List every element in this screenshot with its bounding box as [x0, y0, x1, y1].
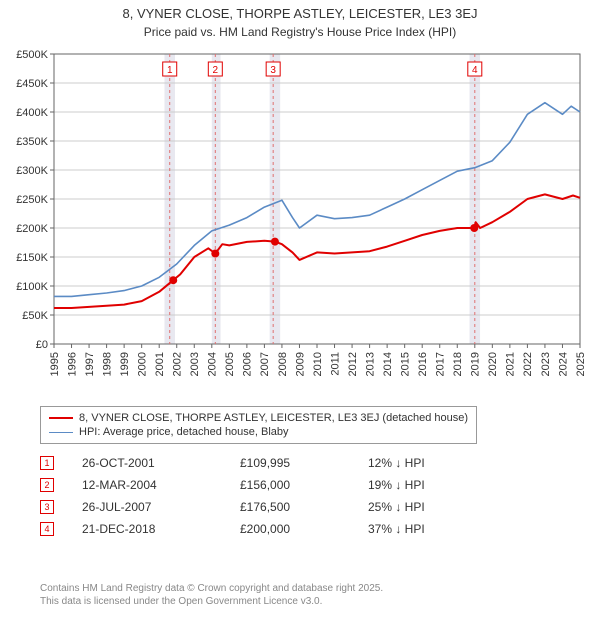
event-price: £176,500	[240, 500, 340, 514]
svg-text:2007: 2007	[259, 352, 271, 376]
svg-text:2010: 2010	[312, 352, 324, 376]
svg-text:2003: 2003	[189, 352, 201, 376]
event-row: 4 21-DEC-2018 £200,000 37% ↓ HPI	[40, 522, 478, 536]
event-row: 3 26-JUL-2007 £176,500 25% ↓ HPI	[40, 500, 478, 514]
svg-text:1998: 1998	[101, 352, 113, 376]
legend-row: 8, VYNER CLOSE, THORPE ASTLEY, LEICESTER…	[49, 411, 468, 425]
legend: 8, VYNER CLOSE, THORPE ASTLEY, LEICESTER…	[40, 406, 477, 444]
page-container: 8, VYNER CLOSE, THORPE ASTLEY, LEICESTER…	[0, 6, 600, 626]
svg-text:1995: 1995	[49, 352, 61, 376]
svg-text:2015: 2015	[400, 352, 412, 376]
event-price: £156,000	[240, 478, 340, 492]
events-table: 1 26-OCT-2001 £109,995 12% ↓ HPI 2 12-MAR-200…	[40, 456, 478, 544]
svg-text:2016: 2016	[417, 352, 429, 376]
chart-svg: £0 £50K £100K £150K £200K £250K £300K £350K £400…	[10, 50, 590, 380]
event-marker: 2	[40, 478, 54, 492]
svg-text:3: 3	[270, 65, 276, 76]
svg-text:£450K: £450K	[16, 78, 48, 90]
svg-text:2009: 2009	[294, 352, 306, 376]
svg-text:2001: 2001	[154, 352, 166, 376]
svg-text:2024: 2024	[557, 352, 569, 376]
svg-text:2002: 2002	[172, 352, 184, 376]
svg-text:2017: 2017	[435, 352, 447, 376]
chart-title-line2: Price paid vs. HM Land Registry's House …	[0, 25, 600, 39]
svg-text:2004: 2004	[207, 352, 219, 376]
svg-text:2021: 2021	[505, 352, 517, 376]
event-marker: 4	[40, 522, 54, 536]
svg-text:2022: 2022	[522, 352, 534, 376]
svg-text:£250K: £250K	[16, 194, 48, 206]
svg-text:£0: £0	[36, 339, 48, 351]
event-delta: 12% ↓ HPI	[368, 456, 478, 470]
svg-text:£400K: £400K	[16, 107, 48, 119]
svg-text:2025: 2025	[575, 352, 587, 376]
svg-text:1996: 1996	[66, 352, 78, 376]
legend-swatch	[49, 417, 73, 419]
event-date: 26-JUL-2007	[82, 500, 212, 514]
svg-text:2020: 2020	[487, 352, 499, 376]
event-delta: 25% ↓ HPI	[368, 500, 478, 514]
event-date: 12-MAR-2004	[82, 478, 212, 492]
svg-text:2005: 2005	[224, 352, 236, 376]
event-delta: 19% ↓ HPI	[368, 478, 478, 492]
svg-text:£200K: £200K	[16, 223, 48, 235]
event-marker: 3	[40, 500, 54, 514]
event-row: 2 12-MAR-2004 £156,000 19% ↓ HPI	[40, 478, 478, 492]
event-date: 21-DEC-2018	[82, 522, 212, 536]
event-price: £109,995	[240, 456, 340, 470]
legend-label: HPI: Average price, detached house, Blab…	[79, 426, 289, 438]
svg-text:2008: 2008	[277, 352, 289, 376]
chart-title-line1: 8, VYNER CLOSE, THORPE ASTLEY, LEICESTER…	[0, 6, 600, 23]
attribution-line1: Contains HM Land Registry data © Crown c…	[40, 582, 383, 595]
svg-text:2013: 2013	[364, 352, 376, 376]
svg-text:£100K: £100K	[16, 281, 48, 293]
svg-text:2011: 2011	[329, 352, 341, 376]
svg-text:2023: 2023	[540, 352, 552, 376]
attribution-line2: This data is licensed under the Open Gov…	[40, 595, 383, 608]
event-marker: 1	[40, 456, 54, 470]
svg-text:2000: 2000	[137, 352, 149, 376]
svg-text:£350K: £350K	[16, 136, 48, 148]
svg-text:£50K: £50K	[22, 310, 48, 322]
event-delta: 37% ↓ HPI	[368, 522, 478, 536]
event-date: 26-OCT-2001	[82, 456, 212, 470]
svg-text:1997: 1997	[84, 352, 96, 376]
svg-text:1: 1	[167, 65, 173, 76]
event-row: 1 26-OCT-2001 £109,995 12% ↓ HPI	[40, 456, 478, 470]
attribution: Contains HM Land Registry data © Crown c…	[40, 582, 383, 608]
svg-text:2012: 2012	[347, 352, 359, 376]
svg-text:2019: 2019	[470, 352, 482, 376]
svg-text:4: 4	[472, 65, 478, 76]
svg-text:2018: 2018	[452, 352, 464, 376]
legend-row: HPI: Average price, detached house, Blab…	[49, 425, 468, 439]
svg-text:2006: 2006	[242, 352, 254, 376]
event-price: £200,000	[240, 522, 340, 536]
chart: £0 £50K £100K £150K £200K £250K £300K £350K £400…	[10, 50, 590, 380]
legend-swatch	[49, 432, 73, 433]
svg-text:2014: 2014	[382, 352, 394, 376]
svg-text:£500K: £500K	[16, 50, 48, 61]
svg-text:£300K: £300K	[16, 165, 48, 177]
svg-text:2: 2	[213, 65, 219, 76]
svg-text:1999: 1999	[119, 352, 131, 376]
svg-text:£150K: £150K	[16, 252, 48, 264]
legend-label: 8, VYNER CLOSE, THORPE ASTLEY, LEICESTER…	[79, 412, 468, 424]
